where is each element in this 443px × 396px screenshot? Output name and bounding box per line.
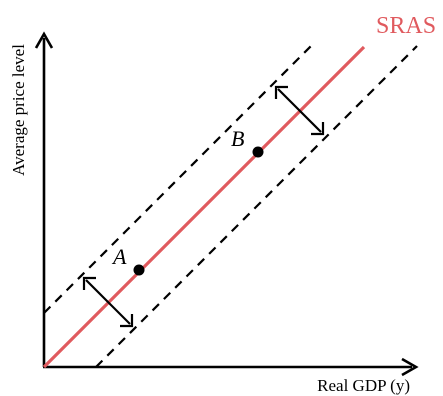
x-axis-arrowhead <box>401 357 419 377</box>
point-a-label: A <box>111 244 127 269</box>
shift-arrow-lower <box>82 276 134 328</box>
point-b-marker <box>252 146 264 158</box>
x-axis-label: Real GDP (y) <box>317 376 410 395</box>
y-axis-label: Average price level <box>9 44 28 176</box>
point-a-marker <box>133 264 145 276</box>
point-b-label: B <box>231 126 244 151</box>
sras-shift-right-dashed <box>95 45 418 368</box>
shift-arrow-upper <box>274 85 325 136</box>
sras-shift-left-dashed <box>43 43 314 314</box>
axes <box>34 31 419 377</box>
sras-curve <box>42 45 366 369</box>
y-axis-arrowhead <box>34 31 54 49</box>
sras-label: SRAS <box>376 13 436 39</box>
